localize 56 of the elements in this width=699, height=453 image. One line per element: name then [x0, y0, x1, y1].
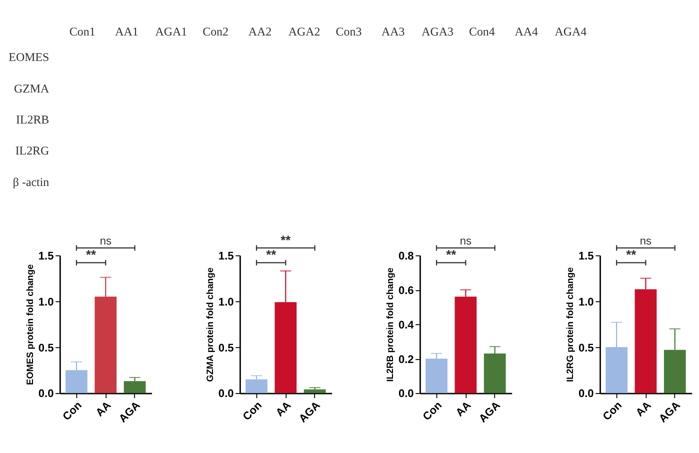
y-tick-label: 0.6 — [398, 284, 414, 297]
y-axis-title: GZMA protein fold change — [204, 268, 215, 382]
text: ns — [640, 235, 652, 248]
y-axis-title: IL2RB protein fold change — [384, 268, 395, 382]
x-tick-label: Con — [60, 399, 85, 424]
category-label: EOMES — [8, 50, 50, 64]
y-axis-title: EOMES protein fold change — [24, 264, 35, 386]
x-tick-label: Con — [240, 399, 265, 424]
y-axis-title: IL2RG protein fold change — [564, 267, 575, 382]
x-tick-label: AA — [94, 399, 114, 420]
y-tick-label: 1.0 — [218, 296, 234, 308]
y-tick-label: 0.4 — [398, 319, 415, 332]
category-label: GZMA — [14, 81, 50, 96]
annotation: ** — [86, 246, 96, 262]
category-label: Con1 — [69, 24, 96, 38]
y-tick-label: 1.0 — [578, 296, 594, 308]
text: ** — [280, 232, 291, 248]
category-label: AGA1 — [155, 24, 188, 38]
category-label: IL2RB — [16, 112, 50, 127]
bar — [124, 381, 146, 394]
y-tick-label: 0.5 — [218, 342, 234, 354]
annotation: ** — [626, 246, 636, 262]
category-label: AA3 — [382, 24, 405, 38]
y-tick-label: 0.8 — [398, 250, 414, 262]
category-label: β -actin — [12, 174, 50, 189]
y-tick-label: 0.0 — [398, 388, 414, 400]
text: ns — [100, 235, 112, 248]
x-tick-label: AA — [274, 399, 294, 420]
annotation: ** — [266, 246, 276, 262]
x-tick-label: Con — [420, 399, 445, 424]
category-label: IL2RG — [15, 144, 50, 158]
y-tick-label: 1.0 — [38, 296, 54, 308]
y-tick-label: 1.5 — [38, 250, 54, 262]
category-label: AA2 — [248, 24, 272, 38]
category-label: AGA4 — [554, 24, 587, 38]
y-tick-label: 0.0 — [38, 388, 54, 400]
y-tick-label: 0.5 — [578, 342, 594, 354]
annotation: ** — [446, 246, 456, 262]
x-tick-label: AA — [634, 399, 654, 420]
category-label: AA1 — [115, 24, 138, 38]
category-label: Con3 — [336, 24, 362, 38]
y-tick-label: 0.0 — [578, 388, 594, 400]
category-label: AA4 — [514, 24, 538, 38]
x-tick-label: AA — [454, 399, 474, 420]
y-tick-label: 0.5 — [38, 342, 54, 354]
category-label: AGA2 — [288, 24, 320, 38]
category-label: Con4 — [468, 24, 495, 38]
bar — [246, 379, 268, 394]
category-label: Con2 — [202, 24, 229, 38]
y-tick-label: 0.0 — [218, 388, 234, 400]
text: ns — [460, 235, 472, 248]
y-tick-label: 0.2 — [398, 354, 414, 366]
x-tick-label: Con — [600, 399, 625, 424]
y-tick-label: 1.5 — [578, 250, 594, 262]
category-label: AGA3 — [422, 24, 454, 38]
y-tick-label: 1.5 — [218, 250, 234, 262]
